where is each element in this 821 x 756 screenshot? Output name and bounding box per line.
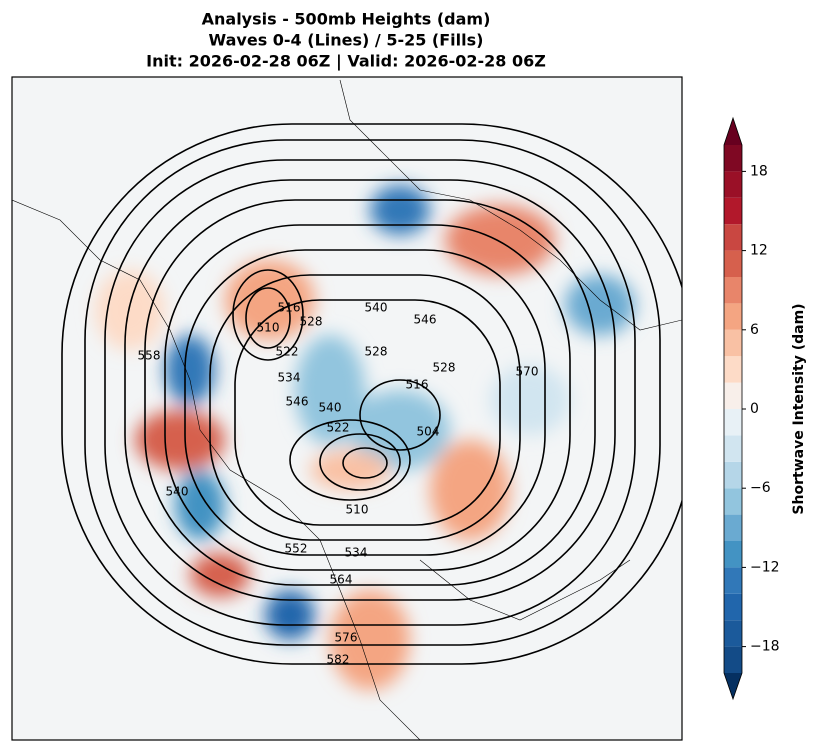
colorbar-band <box>724 356 742 383</box>
coastlines <box>12 79 682 740</box>
colorbar-band <box>724 461 742 489</box>
contour-label: 546 <box>414 313 437 327</box>
title-line: Init: 2026-02-28 06Z | Valid: 2026-02-28… <box>146 52 546 72</box>
contour-label: 528 <box>365 345 388 359</box>
contour-label: 558 <box>138 349 161 363</box>
title-line: Analysis - 500mb Heights (dam) <box>202 10 491 29</box>
height-contours <box>61 123 682 665</box>
title-line: Waves 0-4 (Lines) / 5-25 (Fills) <box>209 31 484 50</box>
contour-label: 528 <box>300 315 323 329</box>
colorbar-band <box>724 593 742 621</box>
contour-label: 528 <box>433 361 456 375</box>
colorbar-extend <box>724 118 742 145</box>
colorbar-band <box>724 435 742 462</box>
colorbar-frame <box>723 116 743 701</box>
colorbar-tick-label: −12 <box>750 559 780 575</box>
colorbar-band <box>724 277 742 304</box>
contour-label: 534 <box>278 371 301 385</box>
shortwave-fills <box>95 185 635 690</box>
contour-label: 570 <box>516 365 539 379</box>
contour-label: 522 <box>276 345 299 359</box>
colorbar-band <box>724 514 742 541</box>
contour-label: 504 <box>417 425 440 439</box>
contour-label: 576 <box>335 631 358 645</box>
contour-label: 540 <box>365 301 388 315</box>
colorbar-band <box>724 382 742 409</box>
colorbar-tick-label: 0 <box>750 401 759 417</box>
contour-label: 522 <box>327 421 350 435</box>
colorbar-band <box>724 145 742 172</box>
colorbar-extend <box>724 673 742 699</box>
colorbar-band <box>724 541 742 568</box>
colorbar-band <box>724 567 742 594</box>
contour-label: 582 <box>327 653 350 667</box>
colorbar-label: Shortwave Intensity (dam) <box>791 303 807 514</box>
contour-label: 546 <box>286 395 309 409</box>
colorbar-band <box>724 250 742 277</box>
contour-label: 540 <box>166 485 189 499</box>
contour-label: 552 <box>285 542 308 556</box>
colorbar-tick-label: 12 <box>750 243 768 259</box>
colorbar-band <box>724 488 742 515</box>
map <box>12 77 682 740</box>
colorbar-tick-label: −6 <box>750 480 771 496</box>
colorbar-band <box>724 224 742 251</box>
colorbar-tick-label: 18 <box>750 163 768 179</box>
map-frame <box>11 76 683 741</box>
contour-label: 510 <box>346 503 369 517</box>
colorbar-band <box>724 620 742 647</box>
colorbar-band <box>724 646 742 673</box>
contour-label: 510 <box>257 321 280 335</box>
contour-label: 534 <box>345 546 368 560</box>
colorbar-band <box>724 409 742 436</box>
contour-label: 516 <box>278 301 301 315</box>
contour-label: 516 <box>406 378 429 392</box>
colorbar-tick-label: −18 <box>750 639 780 655</box>
contour-label: 540 <box>319 401 342 415</box>
colorbar-band <box>724 329 742 357</box>
colorbar-tick-label: 6 <box>750 322 759 338</box>
colorbar-band <box>724 303 742 330</box>
colorbar-band <box>724 171 742 198</box>
colorbar-band <box>724 197 742 225</box>
contour-label: 564 <box>330 573 353 587</box>
